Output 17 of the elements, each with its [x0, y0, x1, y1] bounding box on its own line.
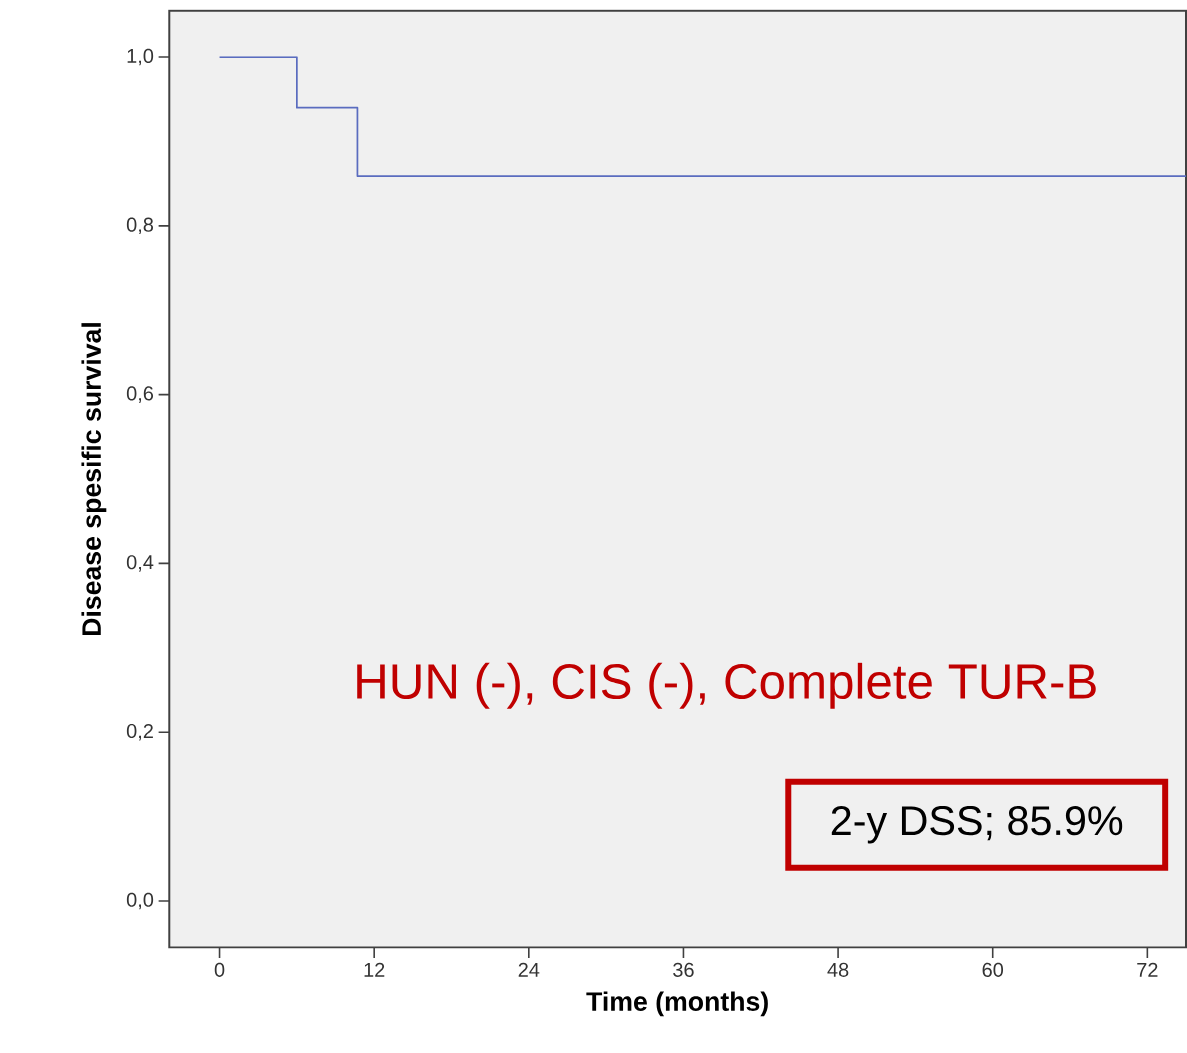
y-axis-title: Disease spesific survival: [81, 323, 107, 636]
annotation: 2-y DSS; 85.9%: [831, 806, 1123, 844]
y-tick-label: 0,0: [126, 892, 154, 910]
x-tick-label: 24: [518, 962, 540, 977]
annotation: HUN (-), CIS (-), Complete TUR-B: [357, 662, 1096, 709]
y-tick-label: 1,0: [127, 48, 154, 66]
y-tick-label: 0,6: [126, 386, 154, 404]
y-tick-label: 0,2: [126, 724, 153, 741]
x-tick-label: 36: [673, 962, 694, 978]
y-tick-label: 0,4: [126, 555, 154, 572]
x-tick-label: 12: [364, 962, 385, 977]
x-axis-title: Time (months): [586, 991, 768, 1017]
x-tick-label: 60: [982, 962, 1004, 978]
y-tick-label: 0,8: [126, 217, 154, 235]
x-tick-label: 48: [827, 962, 849, 978]
x-tick-label: 72: [1137, 962, 1158, 977]
x-tick-label: 0: [214, 962, 225, 978]
